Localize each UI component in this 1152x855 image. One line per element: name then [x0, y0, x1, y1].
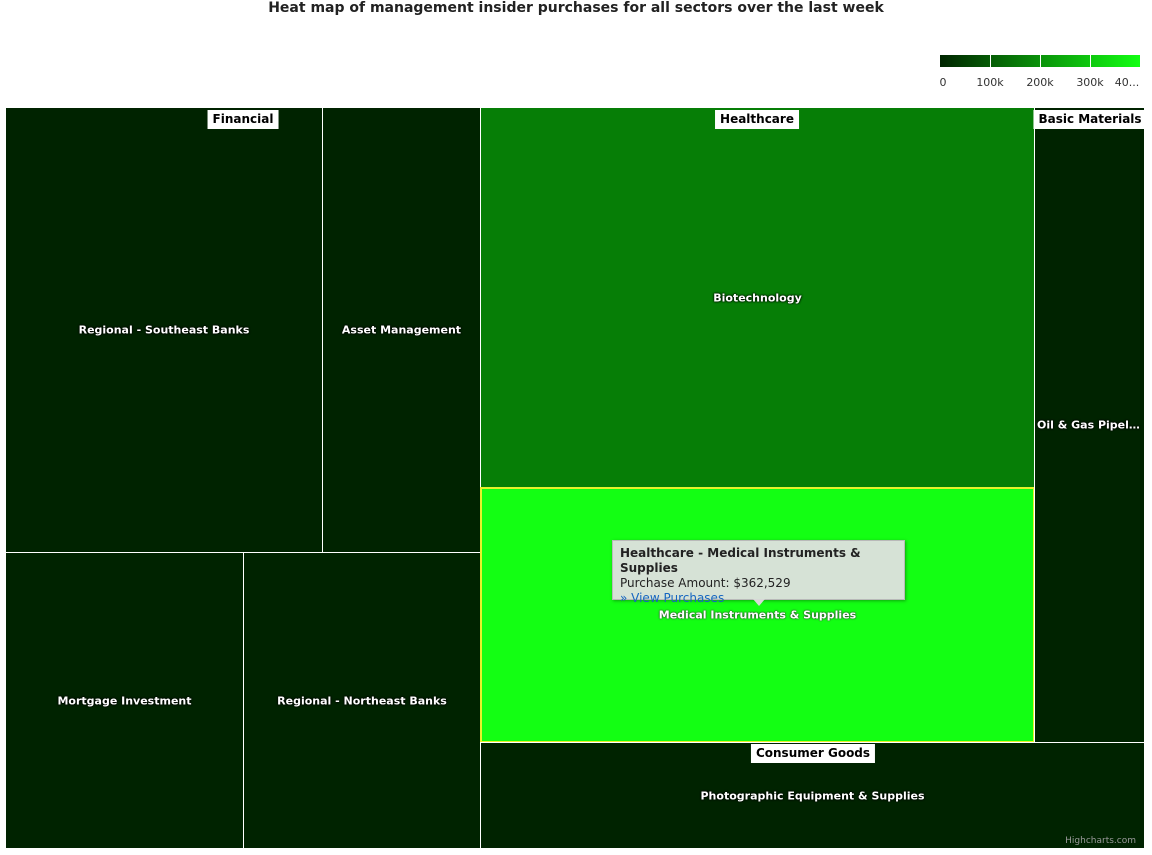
cell-label: Regional - Northeast Banks	[277, 694, 447, 707]
cell-medical-instruments-supplies[interactable]: Medical Instruments & Supplies	[480, 487, 1035, 743]
legend-tick	[1040, 55, 1041, 67]
legend-label-100k: 100k	[976, 76, 1004, 89]
sector-label-financial: Financial	[207, 110, 279, 129]
sector-label-basic-materials: Basic Materials	[1033, 110, 1147, 129]
color-axis-legend: 0 100k 200k 300k 40...	[940, 55, 1140, 95]
cell-oil-gas-pipelines[interactable]: Oil & Gas Pipelin...	[1034, 107, 1145, 743]
legend-tick	[1090, 55, 1091, 67]
tooltip-title: Healthcare - Medical Instruments & Suppl…	[620, 546, 861, 575]
cell-biotechnology[interactable]: Biotechnology	[480, 107, 1035, 489]
legend-label-200k: 200k	[1026, 76, 1054, 89]
chart-title: Heat map of management insider purchases…	[268, 0, 884, 16]
cell-photographic-equipment-supplies[interactable]: Photographic Equipment & Supplies	[480, 742, 1145, 849]
cell-label: Asset Management	[341, 323, 462, 337]
legend-tick	[990, 55, 991, 67]
cell-label: Biotechnology	[713, 291, 802, 305]
view-purchases-link[interactable]: » View Purchases	[620, 591, 725, 605]
cell-regional-northeast-banks[interactable]: Regional - Northeast Banks	[243, 552, 481, 849]
legend-label-0: 0	[939, 76, 947, 89]
cell-mortgage-investment[interactable]: Mortgage Investment	[5, 552, 244, 849]
legend-label-300k: 300k	[1076, 76, 1104, 89]
cell-label: Medical Instruments & Supplies	[658, 608, 857, 622]
legend-label-400k: 40...	[1114, 76, 1140, 89]
treemap: Regional - Southeast Banks Asset Managem…	[5, 107, 1147, 849]
cell-label: Photographic Equipment & Supplies	[700, 789, 925, 802]
cell-label: Oil & Gas Pipelin...	[1037, 418, 1144, 432]
credits-link[interactable]: Highcharts.com	[1065, 836, 1136, 846]
cell-label: Mortgage Investment	[57, 694, 192, 707]
tooltip-amount: Purchase Amount: $362,529	[620, 576, 791, 590]
tooltip: Healthcare - Medical Instruments & Suppl…	[612, 540, 905, 606]
sector-label-consumer-goods: Consumer Goods	[750, 744, 876, 763]
cell-asset-management[interactable]: Asset Management	[322, 107, 481, 553]
cell-label: Regional - Southeast Banks	[78, 323, 250, 337]
tooltip-arrow	[753, 599, 765, 606]
cell-regional-southeast-banks[interactable]: Regional - Southeast Banks	[5, 107, 323, 553]
sector-label-healthcare: Healthcare	[715, 110, 799, 129]
